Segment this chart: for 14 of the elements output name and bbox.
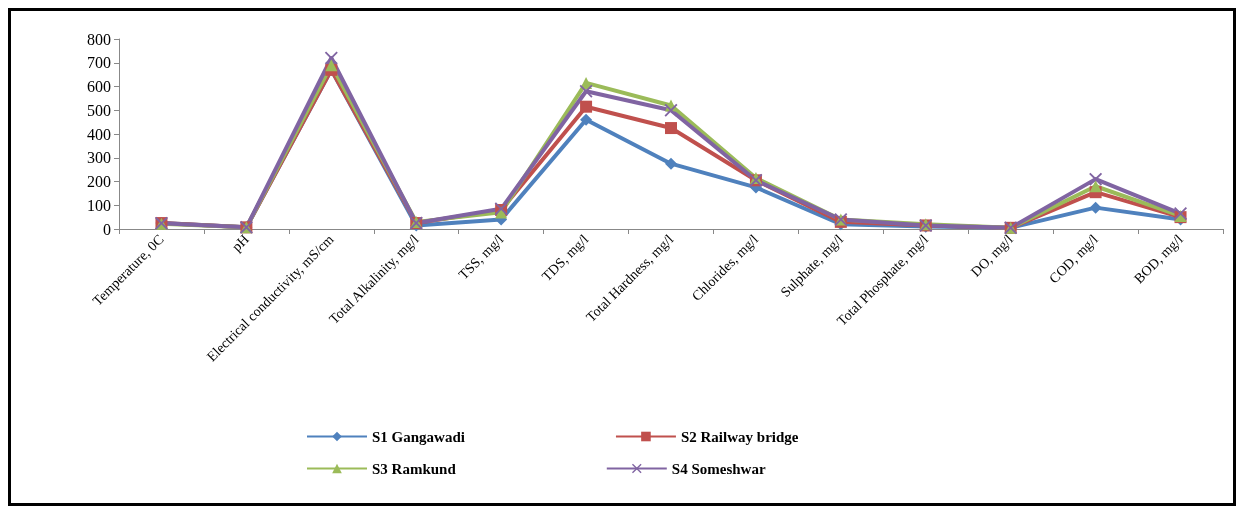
legend-label: S1 Gangawadi	[372, 428, 465, 445]
legend-label: S2 Railway bridge	[680, 428, 799, 445]
y-tick-label: 300	[87, 149, 111, 167]
y-tick-label: 800	[87, 30, 111, 48]
y-tick-label: 200	[87, 173, 111, 190]
y-tick-label: 400	[87, 125, 111, 143]
y-tick-label: 600	[87, 78, 111, 95]
y-tick-label: 500	[87, 101, 111, 119]
y-tick-label: 700	[87, 54, 111, 72]
legend-label: S3 Ramkund	[372, 460, 457, 477]
legend-label: S4 Someshwar	[671, 460, 766, 477]
y-tick-label: 0	[103, 220, 111, 238]
y-tick-label: 100	[87, 196, 111, 214]
x-tick-label: pH	[228, 231, 252, 255]
